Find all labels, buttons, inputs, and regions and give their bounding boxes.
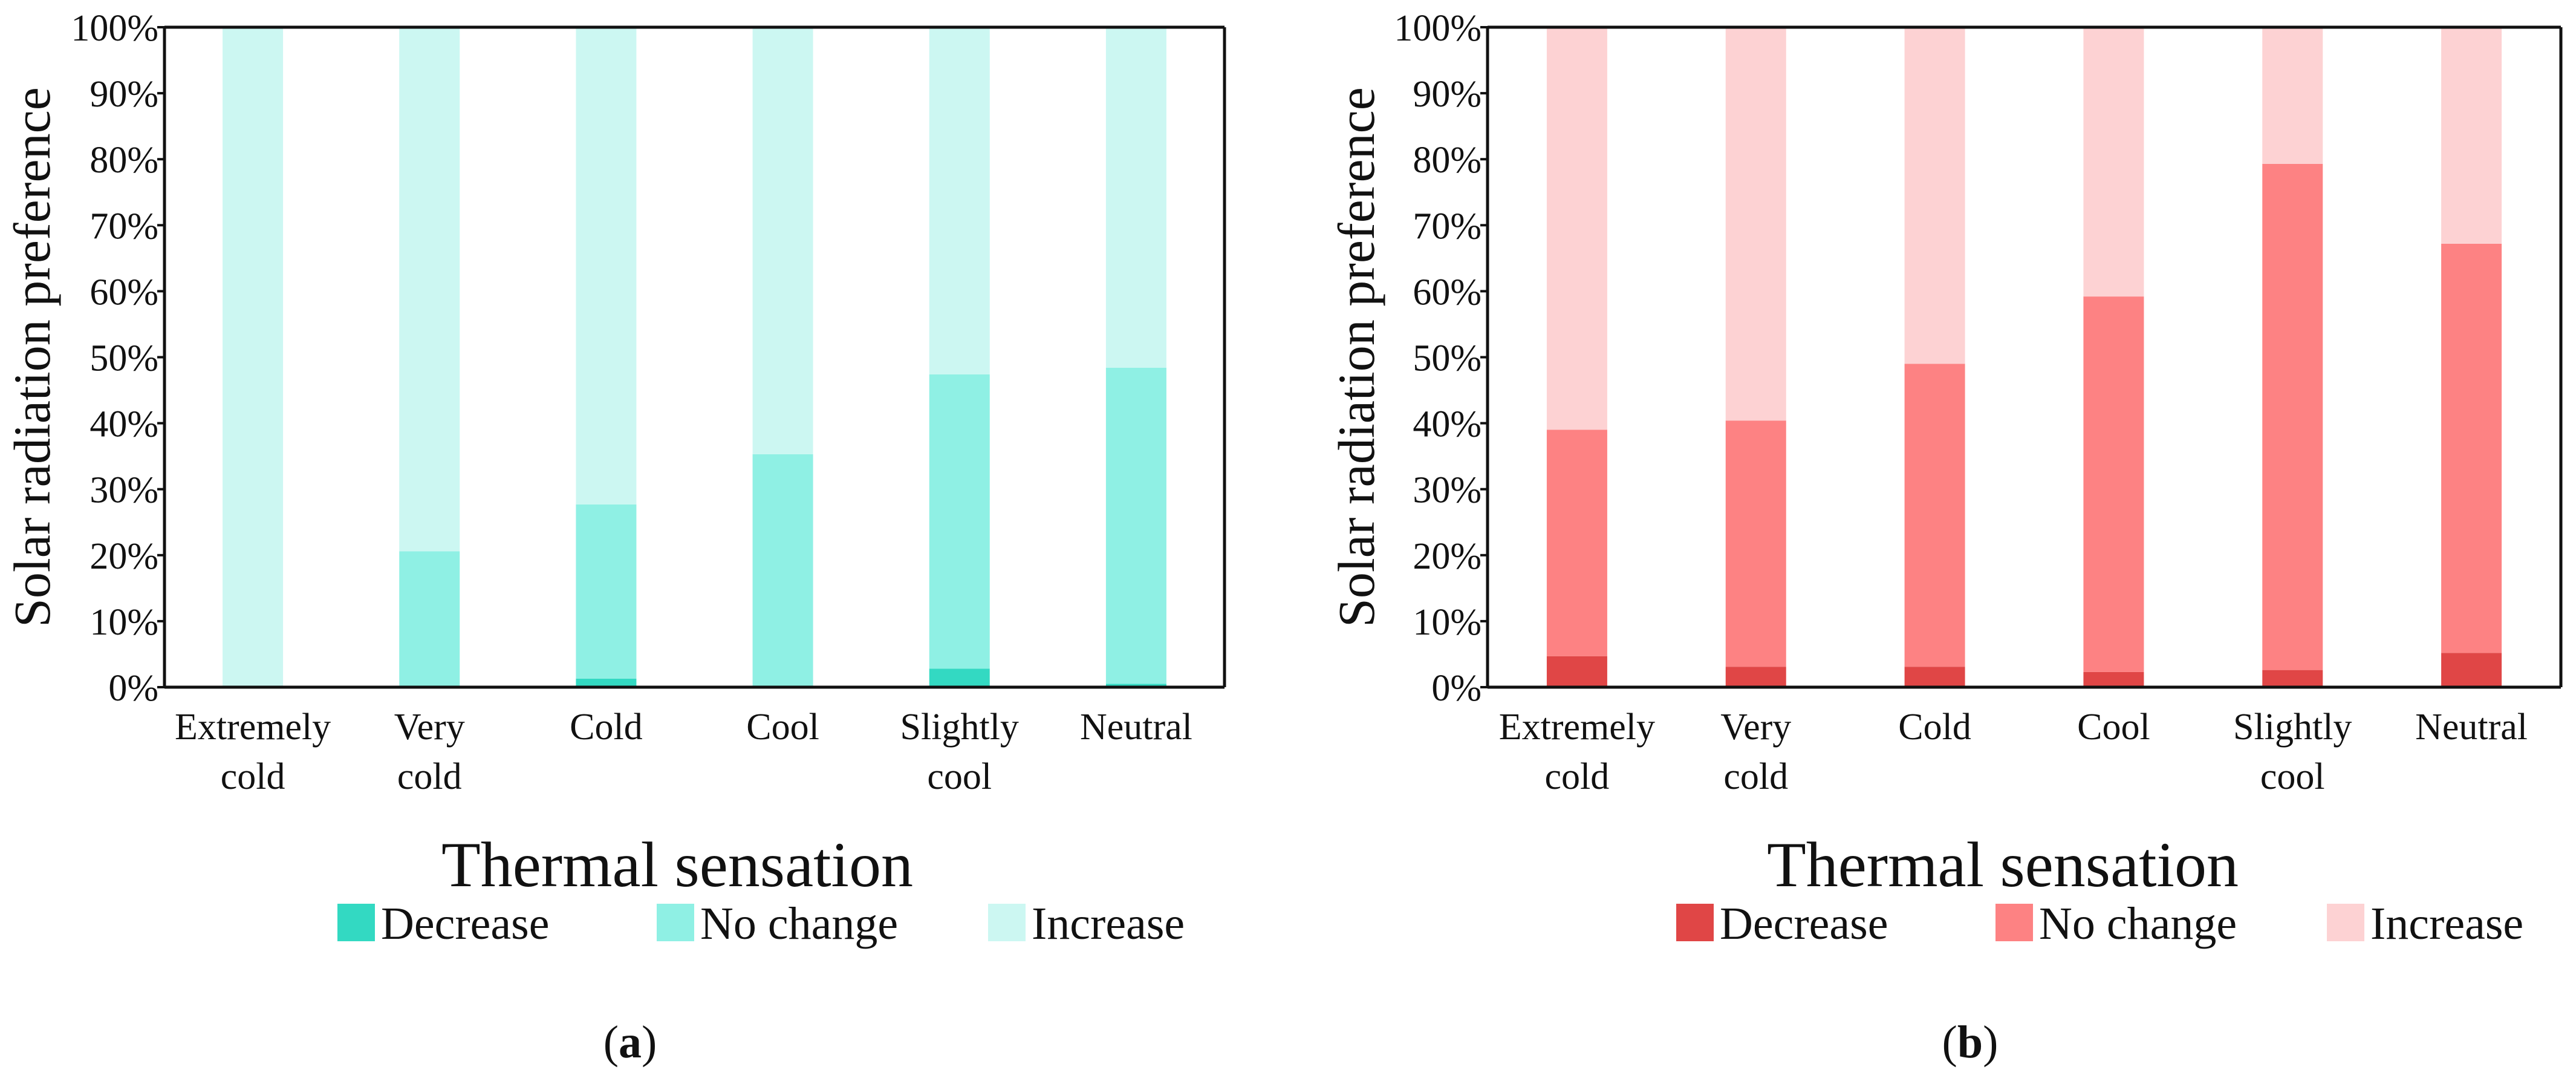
bar-segment-decrease-3 (2083, 671, 2144, 687)
x-tick-label-5-line-0: Neutral (1080, 707, 1192, 748)
bar-segment-decrease-5 (1105, 684, 1166, 687)
panel-label-close-paren: ) (642, 1017, 657, 1068)
panel-label-letter: a (619, 1017, 642, 1068)
bar-segment-no-change-3 (2083, 296, 2144, 672)
legend-label-1: No change (2039, 898, 2237, 949)
bar-segment-increase-1 (1725, 27, 1786, 421)
bar-segment-decrease-5 (2441, 653, 2502, 687)
x-tick-label-0-line-0: Extremely (1499, 707, 1655, 748)
x-axis-title: Thermal sensation (441, 829, 913, 900)
legend-swatch-1 (657, 904, 694, 941)
x-axis-title: Thermal sensation (1767, 829, 2239, 900)
legend-label-0: Decrease (381, 898, 549, 949)
x-tick-label-4-line-1: cool (927, 756, 992, 797)
bar-segment-no-change-1 (1725, 420, 1786, 667)
y-tick-label-5: 50% (89, 338, 158, 379)
bar-segment-increase-2 (1904, 27, 1965, 364)
x-tick-label-1-line-1: cold (397, 756, 462, 797)
x-tick-label-1-line-0: Very (394, 707, 465, 748)
y-tick-label-10: 100% (71, 8, 158, 49)
bar-segment-decrease-1 (1725, 667, 1786, 687)
chart-panel-a: 0% 10% 20% 30% 40% 50% 60% 70% 80% 90% 100% Extreme… (3, 8, 1226, 1068)
legend-swatch-0 (1676, 904, 1714, 941)
bar-segment-no-change-2 (576, 504, 637, 679)
y-tick-label-0: 0% (108, 668, 158, 709)
bar-segment-increase-0 (1546, 27, 1607, 430)
chart-panel-b: 0% 10% 20% 30% 40% 50% 60% 70% 80% 90% 100% Extreme… (1327, 8, 2563, 1068)
legend-swatch-1 (1995, 904, 2033, 941)
y-tick-label-1: 10% (1413, 602, 1482, 643)
x-tick-label-2-line-0: Cold (570, 707, 643, 748)
y-tick-label-4: 40% (1413, 404, 1482, 445)
bar-segment-increase-2 (576, 27, 637, 504)
y-tick-label-2: 20% (89, 536, 158, 577)
bar-segment-decrease-4 (929, 668, 990, 687)
bar-segment-no-change-5 (1105, 367, 1166, 684)
y-tick-label-6: 60% (89, 272, 158, 313)
x-tick-label-4-line-0: Slightly (900, 707, 1019, 748)
panel-label-open-paren: ( (1942, 1017, 1957, 1068)
bar-segment-no-change-1 (399, 551, 460, 687)
x-tick-label-0-line-1: cold (1545, 756, 1610, 797)
legend-swatch-2 (988, 904, 1026, 941)
bar-segment-increase-4 (2262, 27, 2323, 164)
x-tick-label-2-line-0: Cold (1898, 707, 1971, 748)
panel-label: (b) (1942, 1017, 1999, 1068)
y-tick-label-1: 10% (89, 602, 158, 643)
x-tick-label-3-line-0: Cool (746, 707, 819, 748)
bar-segment-decrease-4 (2262, 670, 2323, 687)
bar-segment-increase-3 (752, 27, 813, 454)
y-tick-label-4: 40% (89, 404, 158, 445)
y-tick-label-2: 20% (1413, 536, 1482, 577)
x-tick-label-4-line-0: Slightly (2233, 707, 2352, 748)
y-tick-label-3: 30% (1413, 470, 1482, 511)
y-tick-label-3: 30% (89, 470, 158, 511)
bar-segment-increase-5 (2441, 27, 2502, 244)
y-tick-label-5: 50% (1413, 338, 1482, 379)
y-axis-title: Solar radiation preference (3, 87, 61, 627)
bar-segment-decrease-2 (1904, 667, 1965, 687)
bar-segment-increase-4 (929, 27, 990, 374)
bar-segment-increase-5 (1105, 27, 1166, 368)
x-tick-label-4-line-1: cool (2260, 756, 2325, 797)
bar-segment-increase-1 (399, 27, 460, 552)
panel-label-close-paren: ) (1983, 1017, 1998, 1068)
legend-label-1: No change (700, 898, 898, 949)
legend-label-2: Increase (1032, 898, 1185, 949)
y-tick-label-9: 90% (89, 74, 158, 115)
bar-segment-no-change-5 (2441, 243, 2502, 653)
x-tick-label-5-line-0: Neutral (2415, 707, 2528, 748)
bar-segment-increase-3 (2083, 27, 2144, 297)
x-tick-label-1-line-1: cold (1723, 756, 1788, 797)
legend-swatch-0 (337, 904, 375, 941)
y-tick-label-10: 100% (1394, 8, 1482, 49)
y-tick-label-8: 80% (89, 140, 158, 181)
panel-label-letter: b (1957, 1017, 1983, 1068)
bar-segment-no-change-4 (2262, 163, 2323, 670)
legend-label-0: Decrease (1720, 898, 1888, 949)
y-tick-label-0: 0% (1431, 668, 1482, 709)
legend-label-2: Increase (2370, 898, 2523, 949)
y-tick-label-8: 80% (1413, 140, 1482, 181)
y-axis-title: Solar radiation preference (1327, 87, 1385, 627)
bar-segment-no-change-3 (752, 454, 813, 687)
y-tick-label-6: 60% (1413, 272, 1482, 313)
y-tick-label-7: 70% (1413, 206, 1482, 247)
bar-segment-decrease-2 (576, 678, 637, 687)
y-tick-label-9: 90% (1413, 74, 1482, 115)
legend-swatch-2 (2327, 904, 2364, 941)
panel-label: (a) (603, 1017, 657, 1068)
bar-segment-no-change-2 (1904, 364, 1965, 667)
bar-segment-no-change-0 (1546, 429, 1607, 656)
x-tick-label-1-line-0: Very (1720, 707, 1791, 748)
x-tick-label-0-line-1: cold (221, 756, 285, 797)
x-tick-label-3-line-0: Cool (2077, 707, 2150, 748)
bar-segment-decrease-0 (1546, 656, 1607, 687)
y-tick-label-7: 70% (89, 206, 158, 247)
bar-segment-increase-0 (223, 27, 284, 687)
panel-label-open-paren: ( (603, 1017, 619, 1068)
bar-segment-no-change-4 (929, 374, 990, 669)
x-tick-label-0-line-0: Extremely (175, 707, 331, 748)
